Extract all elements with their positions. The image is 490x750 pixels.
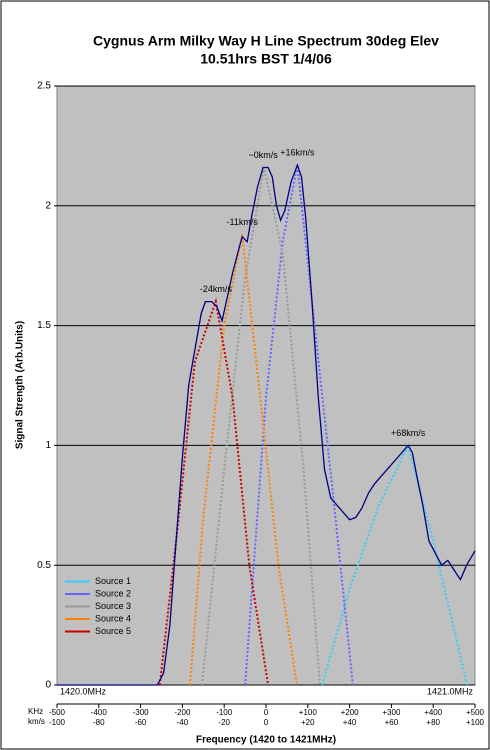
x-tick-label: +100	[299, 708, 318, 717]
x2-tick-label: +20	[301, 718, 315, 727]
source-line	[244, 164, 354, 686]
y-tick-label: 1.5	[37, 320, 51, 331]
x-tick-label: +300	[382, 708, 401, 717]
x2-tick-label: -20	[218, 718, 230, 727]
x-axis-label: Frequency (1420 to 1421MHz)	[196, 735, 336, 746]
y-tick-label: 2.5	[37, 81, 51, 92]
source-line	[188, 234, 298, 686]
chart-subtitle: 10.51hrs BST 1/4/06	[200, 51, 332, 67]
x-tick-label: 0	[264, 708, 269, 717]
x2-tick-label: -40	[177, 718, 189, 727]
x-tick-label: -300	[133, 708, 150, 717]
annotation: +16km/s	[280, 147, 315, 157]
annotation: ~0km/s	[248, 150, 278, 160]
legend-label: Source 5	[95, 626, 131, 636]
source-line	[321, 442, 469, 686]
x-tick-label: -100	[216, 708, 233, 717]
x-tick-label: -200	[174, 708, 191, 717]
x2-tick-label: 0	[264, 718, 269, 727]
x2-tick-label: +40	[343, 718, 357, 727]
x-tick-label: -400	[91, 708, 108, 717]
y-tick-label: 0.5	[37, 560, 51, 571]
x-tick-label: +400	[424, 708, 443, 717]
legend-label: Source 2	[95, 588, 131, 598]
legend-box	[62, 574, 146, 645]
x2-tick-label: -100	[49, 718, 66, 727]
annotation: -24km/s	[200, 284, 233, 294]
legend-label: Source 3	[95, 601, 131, 611]
x-tick-label: -500	[49, 708, 66, 717]
annotation: -11km/s	[227, 217, 259, 227]
x-tick-label: +200	[341, 708, 360, 717]
legend-label: Source 4	[95, 613, 131, 623]
y-tick-label: 2	[45, 200, 51, 211]
x2-tick-label: +100	[466, 718, 485, 727]
x2-tick-label: -80	[93, 718, 105, 727]
x-end-label: 1421.0MHz	[427, 686, 474, 696]
x-unit-label: KHz	[28, 707, 43, 716]
chart-title: Cygnus Arm Milky Way H Line Spectrum 30d…	[93, 33, 439, 49]
x2-tick-label: +60	[385, 718, 399, 727]
spectrum-line	[57, 163, 476, 686]
x2-tick-label: -60	[135, 718, 147, 727]
x2-tick-label: +80	[426, 718, 440, 727]
legend-label: Source 1	[95, 576, 131, 586]
x-tick-label: +500	[466, 708, 485, 717]
y-tick-label: 0	[45, 680, 51, 691]
y-axis-label: Signal Strength (Arb.Units)	[15, 321, 26, 449]
y-tick-label: 1	[45, 440, 51, 451]
annotation: +68km/s	[391, 428, 426, 438]
x2-unit-label: km/s	[28, 717, 45, 726]
x-start-label: 1420.0MHz	[60, 686, 107, 696]
